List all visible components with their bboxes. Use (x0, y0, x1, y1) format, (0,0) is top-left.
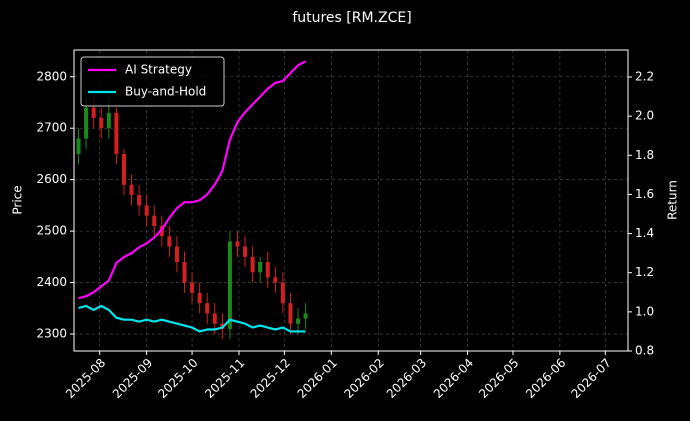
candle-body (235, 241, 240, 247)
y-tick-label: 2800 (36, 69, 67, 83)
x-tick-label: 2026-03 (384, 356, 429, 401)
y2-tick-label: 1.4 (635, 226, 654, 240)
candle-body (243, 246, 248, 257)
candle-body (205, 303, 210, 314)
candle-body (152, 215, 157, 226)
candle-body (212, 313, 217, 324)
candle-body (129, 184, 134, 196)
y-tick-label: 2700 (36, 121, 67, 135)
candle-body (114, 112, 119, 154)
chart-title: futures [RM.ZCE] (292, 10, 411, 26)
x-tick-label: 2025-11 (202, 356, 247, 401)
candle-body (137, 195, 142, 206)
x-tick-label: 2025-12 (248, 356, 293, 401)
candle-body (250, 256, 255, 273)
candle-body (167, 236, 172, 247)
candle-body (144, 205, 149, 216)
y-tick-label: 2300 (36, 327, 67, 341)
x-tick-label: 2026-07 (569, 356, 614, 401)
y-tick-label: 2500 (36, 224, 67, 238)
candle-body (76, 138, 81, 154)
candle-body (265, 261, 270, 278)
legend-label: Buy-and-Hold (125, 85, 206, 99)
candle-body (227, 241, 232, 329)
y-tick-label: 2600 (36, 172, 67, 186)
x-tick-label: 2026-02 (341, 356, 386, 401)
y-tick-label: 2400 (36, 275, 67, 289)
candle-body (190, 282, 195, 293)
y2-axis-label: Return (666, 180, 680, 220)
y2-tick-label: 2.2 (635, 70, 654, 84)
candle-body (84, 107, 89, 139)
candle-body (197, 292, 202, 304)
x-tick-label: 2026-05 (476, 356, 521, 401)
candle-body (296, 318, 301, 324)
y2-tick-label: 1.2 (635, 265, 654, 279)
candle-body (273, 277, 278, 283)
candle-body (182, 261, 187, 283)
x-tick-label: 2025-09 (110, 356, 155, 401)
x-tick-label: 2026-06 (523, 356, 568, 401)
x-tick-label: 2026-04 (431, 356, 476, 401)
series-line (78, 60, 307, 300)
y2-tick-label: 1.8 (635, 148, 654, 162)
candle-body (91, 107, 96, 118)
legend-label: AI Strategy (125, 63, 192, 77)
candle-body (280, 282, 285, 304)
plot-frame (73, 49, 629, 352)
candle-body (258, 261, 263, 273)
x-tick-label: 2025-10 (155, 356, 200, 401)
y2-tick-label: 1.6 (635, 187, 654, 201)
candle-body (174, 246, 179, 262)
candle-body (121, 153, 126, 185)
x-tick-label: 2026-01 (295, 356, 340, 401)
candle-body (99, 117, 104, 129)
y2-tick-label: 1.0 (635, 304, 654, 318)
x-tick-label: 2025-08 (63, 356, 108, 401)
candle-body (106, 112, 111, 129)
y2-tick-label: 2.0 (635, 109, 654, 123)
series-line (78, 304, 306, 333)
candle-body (303, 313, 308, 319)
candle-body (288, 303, 293, 324)
y2-tick-label: 0.8 (635, 344, 654, 358)
legend-box (80, 56, 225, 107)
y-axis-label: Price (11, 185, 25, 214)
